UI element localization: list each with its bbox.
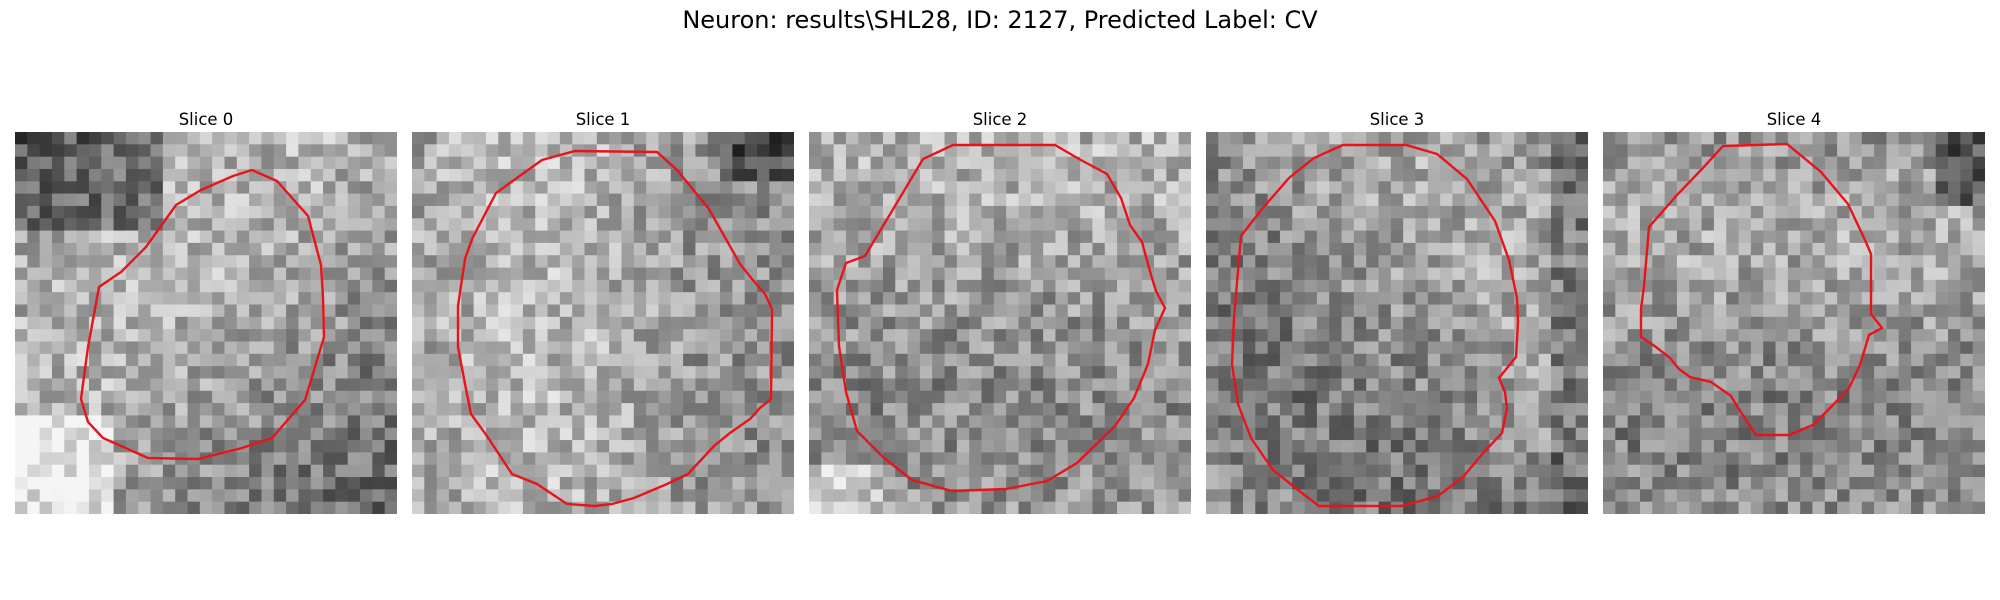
slice-title-2: Slice 2: [972, 110, 1028, 129]
slice-panel-2: Slice 2: [809, 108, 1191, 514]
figure-title: Neuron: results\SHL28, ID: 2127, Predict…: [682, 6, 1318, 34]
slice-image-4: [1603, 132, 1985, 514]
slice-image-0: [15, 132, 397, 514]
slice-image-3: [1206, 132, 1588, 514]
slice-panel-3: Slice 3: [1206, 108, 1588, 514]
slice-panel-4: Slice 4: [1603, 108, 1985, 514]
grayscale-pixel-grid: [809, 132, 1191, 514]
cell-outline: [835, 143, 1167, 493]
slice-image-1: [412, 132, 794, 514]
slice-image-2: [809, 132, 1191, 514]
grayscale-pixel-grid: [1603, 132, 1985, 514]
grayscale-pixel-grid: [15, 132, 397, 514]
cell-outline: [1230, 143, 1520, 508]
grayscale-pixel-grid: [1206, 132, 1588, 514]
slice-title-4: Slice 4: [1766, 110, 1822, 129]
cell-outline: [1639, 142, 1884, 437]
slice-title-3: Slice 3: [1369, 110, 1425, 129]
slice-panel-1: Slice 1: [412, 108, 794, 514]
slice-title-0: Slice 0: [178, 110, 234, 129]
grayscale-pixel-grid: [412, 132, 794, 514]
slice-title-1: Slice 1: [575, 110, 631, 129]
cell-outline: [456, 149, 774, 508]
cell-outline: [79, 168, 326, 461]
slice-panel-0: Slice 0: [15, 108, 397, 514]
